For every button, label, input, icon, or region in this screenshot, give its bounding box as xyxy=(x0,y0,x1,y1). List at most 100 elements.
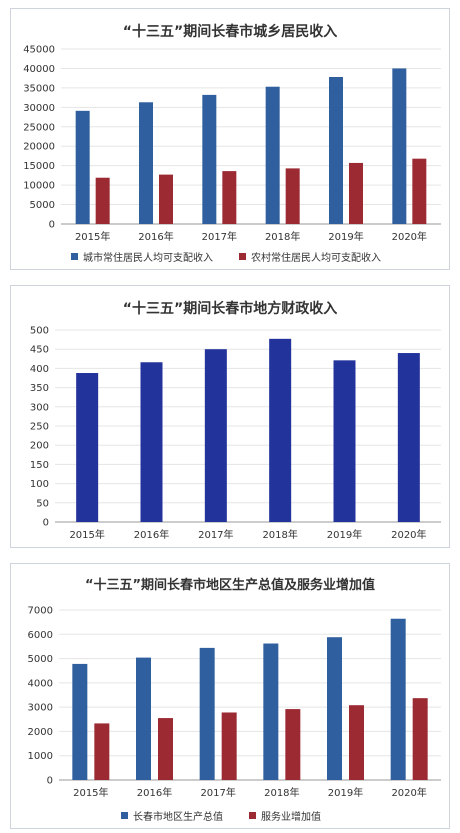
y-tick-label: 50 xyxy=(36,498,49,509)
legend-swatch-gdp xyxy=(121,812,128,819)
bar xyxy=(329,77,343,224)
bar xyxy=(392,68,407,224)
y-tick-label: 10000 xyxy=(23,181,55,192)
y-tick-label: 450 xyxy=(30,345,49,356)
x-tick-label: 2020年 xyxy=(392,230,427,243)
y-tick-label: 45000 xyxy=(23,45,55,56)
legend-item-rural: 农村常住居民人均可支配收入 xyxy=(239,249,381,264)
legend-swatch-rural xyxy=(239,253,246,260)
y-tick-label: 150 xyxy=(30,460,49,471)
y-tick-label: 200 xyxy=(30,441,49,452)
bar xyxy=(221,712,237,780)
bar xyxy=(412,698,428,780)
bar xyxy=(202,94,217,224)
chart-panel-fiscal: “十三五”期间长春市地方财政收入 0 50 100 150 200 250 300 350 40… xyxy=(10,285,450,548)
bar xyxy=(158,718,173,780)
y-tick-label: 1000 xyxy=(28,751,53,762)
y-tick-label: 4000 xyxy=(28,678,53,689)
legend-swatch-urban xyxy=(71,253,78,260)
y-tick-label: 400 xyxy=(30,364,49,375)
x-tick-label: 2018年 xyxy=(262,528,297,541)
legend-label-rural: 农村常住居民人均可支配收入 xyxy=(251,253,381,264)
chart-title-fiscal: “十三五”期间长春市地方财政收入 xyxy=(122,301,338,317)
legend-label-urban: 城市常住居民人均可支配收入 xyxy=(83,253,213,264)
y-tick-label: 3000 xyxy=(28,703,53,714)
bar xyxy=(199,647,215,780)
bar xyxy=(140,362,163,522)
y-tick-label: 40000 xyxy=(23,64,55,75)
y-tick-label: 500 xyxy=(30,326,49,337)
bar xyxy=(72,663,88,780)
y-tick-label: 5000 xyxy=(28,654,53,665)
legend-swatch-service xyxy=(249,812,256,819)
x-tick-label: 2019年 xyxy=(327,528,362,541)
legend-item-service: 服务业增加值 xyxy=(249,808,321,823)
y-tick-label: 2000 xyxy=(28,727,53,738)
legend-label-gdp: 长春市地区生产总值 xyxy=(133,812,223,823)
legend-income: 城市常住居民人均可支配收入 农村常住居民人均可支配收入 xyxy=(71,249,381,264)
bar xyxy=(390,618,406,780)
bar xyxy=(159,174,173,224)
x-tick-label: 2016年 xyxy=(138,230,173,243)
x-tick-label: 2017年 xyxy=(200,786,235,799)
bar xyxy=(397,353,420,522)
bar xyxy=(349,162,363,224)
bar xyxy=(222,171,237,224)
y-tick-label: 20000 xyxy=(23,142,55,153)
chart-panel-income: “十三五”期间长春市城乡居民收入 0 5000 10000 15000 20000 250… xyxy=(10,8,450,270)
x-tick-label: 2018年 xyxy=(264,786,299,799)
bar xyxy=(263,643,279,780)
x-tick-label: 2016年 xyxy=(137,786,172,799)
y-tick-label: 7000 xyxy=(28,606,53,617)
chart-svg-fiscal: 0 50 100 150 200 250 300 350 400 450 500 2015年 2016年… xyxy=(30,326,441,541)
bar xyxy=(285,709,301,780)
y-tick-label: 0 xyxy=(47,776,53,787)
bar xyxy=(76,373,99,522)
bar xyxy=(412,158,427,224)
bar xyxy=(269,338,292,522)
y-tick-label: 35000 xyxy=(23,83,55,94)
y-tick-label: 30000 xyxy=(23,103,55,114)
y-tick-label: 6000 xyxy=(28,630,53,641)
bar xyxy=(139,102,153,224)
y-tick-label: 300 xyxy=(30,402,49,413)
y-tick-label: 0 xyxy=(49,220,55,231)
chart-svg-gdp: 0 1000 2000 3000 4000 5000 6000 7000 2015年 2016年 2… xyxy=(28,606,441,799)
y-tick-label: 15000 xyxy=(23,161,55,172)
chart-title-gdp: “十三五”期间长春市地区生产总值及服务业增加值 xyxy=(84,578,376,593)
bar xyxy=(349,705,364,780)
y-tick-label: 5000 xyxy=(30,200,55,211)
y-tick-label: 0 xyxy=(43,518,49,529)
chart-panel-gdp: “十三五”期间长春市地区生产总值及服务业增加值 0 1000 2000 3000 400… xyxy=(10,563,450,829)
bar xyxy=(333,360,356,522)
legend-gdp: 长春市地区生产总值 服务业增加值 xyxy=(121,808,321,823)
chart-title-income: “十三五”期间长春市城乡居民收入 xyxy=(122,24,338,40)
y-tick-label: 350 xyxy=(30,383,49,394)
x-tick-label: 2019年 xyxy=(328,230,363,243)
y-tick-label: 25000 xyxy=(23,122,55,133)
bar xyxy=(327,637,342,780)
bar xyxy=(95,177,110,224)
legend-item-gdp: 长春市地区生产总值 xyxy=(121,808,223,823)
x-tick-label: 2015年 xyxy=(69,528,104,541)
y-tick-label: 100 xyxy=(30,479,49,490)
bar xyxy=(204,349,227,522)
x-tick-label: 2015年 xyxy=(75,230,110,243)
x-tick-label: 2016年 xyxy=(134,528,169,541)
bar xyxy=(136,657,151,780)
x-tick-label: 2017年 xyxy=(198,528,233,541)
x-tick-label: 2017年 xyxy=(202,230,237,243)
x-tick-label: 2015年 xyxy=(73,786,108,799)
legend-item-urban: 城市常住居民人均可支配收入 xyxy=(71,249,213,264)
legend-label-service: 服务业增加值 xyxy=(261,812,321,823)
x-tick-label: 2019年 xyxy=(328,786,363,799)
x-tick-label: 2020年 xyxy=(391,528,426,541)
x-tick-label: 2018年 xyxy=(265,230,300,243)
bar xyxy=(75,110,90,224)
y-tick-label: 250 xyxy=(30,422,49,433)
bar xyxy=(285,168,300,224)
chart-svg-income: 0 5000 10000 15000 20000 25000 30000 35000 40000… xyxy=(23,45,441,243)
bar xyxy=(94,723,110,780)
bar xyxy=(265,86,280,224)
x-tick-label: 2020年 xyxy=(391,786,426,799)
